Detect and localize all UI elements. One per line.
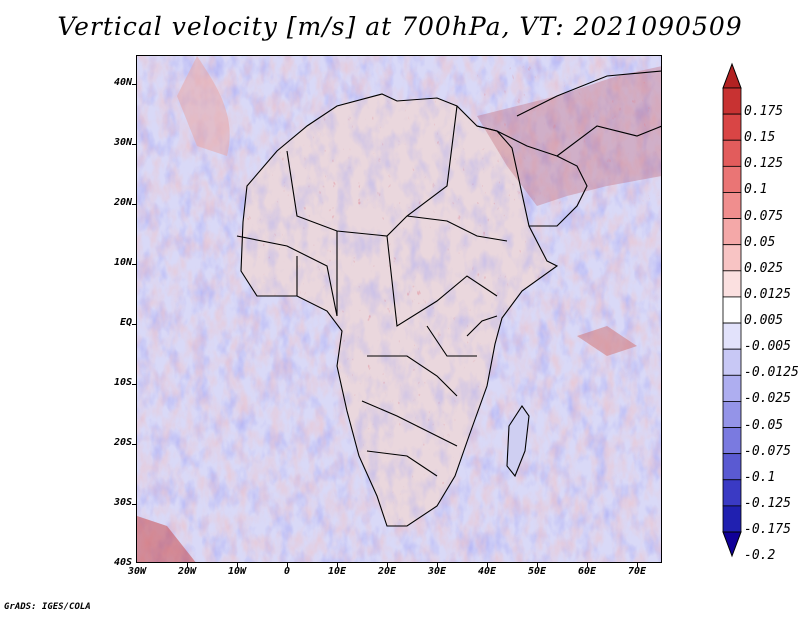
lat-label-30s: 30S xyxy=(113,497,132,508)
colorbar-segment xyxy=(722,165,742,193)
lat-label-20s: 20S xyxy=(113,437,132,448)
lon-tick xyxy=(237,563,238,567)
colorbar-label: 0.1 xyxy=(744,182,768,198)
lon-label-0: 0 xyxy=(283,566,291,577)
lon-tick xyxy=(487,563,488,567)
lat-tick xyxy=(132,144,136,145)
lon-tick xyxy=(187,563,188,567)
map-title: Vertical velocity [m/s] at 700hPa, VT: 2… xyxy=(57,12,743,41)
colorbar-segment xyxy=(722,427,742,455)
colorbar-segment xyxy=(722,505,742,533)
colorbar-segment xyxy=(722,453,742,481)
grads-credit: GrADS: IGES/COLA xyxy=(4,602,91,612)
lat-label-40s: 40S xyxy=(113,557,132,568)
lon-tick xyxy=(537,563,538,567)
lon-label-40e: 40E xyxy=(477,566,497,577)
lat-label-10s: 10S xyxy=(113,377,132,388)
lon-label-20e: 20E xyxy=(377,566,397,577)
colorbar-label: -0.025 xyxy=(744,391,791,407)
lat-tick xyxy=(132,264,136,265)
lon-tick xyxy=(587,563,588,567)
lon-label-60e: 60E xyxy=(577,566,597,577)
colorbar-label: 0.005 xyxy=(744,313,784,329)
lat-label-10n: 10N xyxy=(113,257,132,268)
colorbar-bottom-arrow xyxy=(722,531,742,558)
lon-label-50e: 50E xyxy=(527,566,547,577)
colorbar-segment xyxy=(722,270,742,298)
colorbar-segment xyxy=(722,244,742,272)
madagascar xyxy=(506,405,530,478)
colorbar-label: 0.125 xyxy=(744,156,784,172)
colorbar-segment xyxy=(722,374,742,402)
colorbar-segment xyxy=(722,218,742,246)
colorbar-label: -0.1 xyxy=(744,469,776,485)
lat-label-20n: 20N xyxy=(113,197,132,208)
lon-label-70e: 70E xyxy=(627,566,647,577)
colorbar-segment xyxy=(722,479,742,507)
map-plot-area xyxy=(136,55,662,563)
colorbar-segment xyxy=(722,139,742,167)
colorbar-label: 0.075 xyxy=(744,208,784,224)
lon-label-30w: 30W xyxy=(127,566,147,577)
colorbar-segment xyxy=(722,87,742,115)
colorbar-label: -0.2 xyxy=(744,548,776,564)
colorbar-segment xyxy=(722,113,742,141)
colorbar-segment xyxy=(722,348,742,376)
colorbar-label: -0.125 xyxy=(744,495,791,511)
lon-tick xyxy=(437,563,438,567)
lat-tick xyxy=(132,444,136,445)
lon-tick xyxy=(637,563,638,567)
lat-label-eq: EQ xyxy=(119,317,132,328)
colorbar-segment xyxy=(722,192,742,219)
lat-label-30n: 30N xyxy=(113,137,132,148)
lon-label-10e: 10E xyxy=(327,566,347,577)
colorbar-label: -0.05 xyxy=(744,417,784,433)
colorbar-segment xyxy=(722,401,742,428)
lat-label-40n: 40N xyxy=(113,77,132,88)
colorbar-label: -0.175 xyxy=(744,522,791,537)
colorbar-label: 0.15 xyxy=(744,130,776,146)
lat-tick xyxy=(132,504,136,505)
colorbar-label: -0.005 xyxy=(744,339,791,355)
lat-tick xyxy=(132,204,136,205)
lon-tick xyxy=(387,563,388,567)
colorbar-segment xyxy=(722,296,742,324)
lat-tick xyxy=(132,384,136,385)
lon-label-10w: 10W xyxy=(227,566,247,577)
colorbar-top-arrow xyxy=(722,62,742,89)
colorbar-label: -0.075 xyxy=(744,443,791,459)
lat-tick xyxy=(132,324,136,325)
colorbar-label: -0.0125 xyxy=(744,365,799,381)
velocity-field-map xyxy=(137,56,661,562)
lon-label-20w: 20W xyxy=(177,566,197,577)
colorbar-label: 0.0125 xyxy=(744,286,791,302)
colorbar-label: 0.025 xyxy=(744,260,784,276)
lon-tick xyxy=(337,563,338,567)
colorbar-segment xyxy=(722,322,742,350)
country-borders xyxy=(236,70,661,527)
colorbar xyxy=(722,62,742,558)
lat-tick xyxy=(132,84,136,85)
lon-label-30e: 30E xyxy=(427,566,447,577)
colorbar-label: 0.05 xyxy=(744,234,776,250)
colorbar-label: 0.175 xyxy=(744,104,784,120)
lon-tick xyxy=(287,563,288,567)
